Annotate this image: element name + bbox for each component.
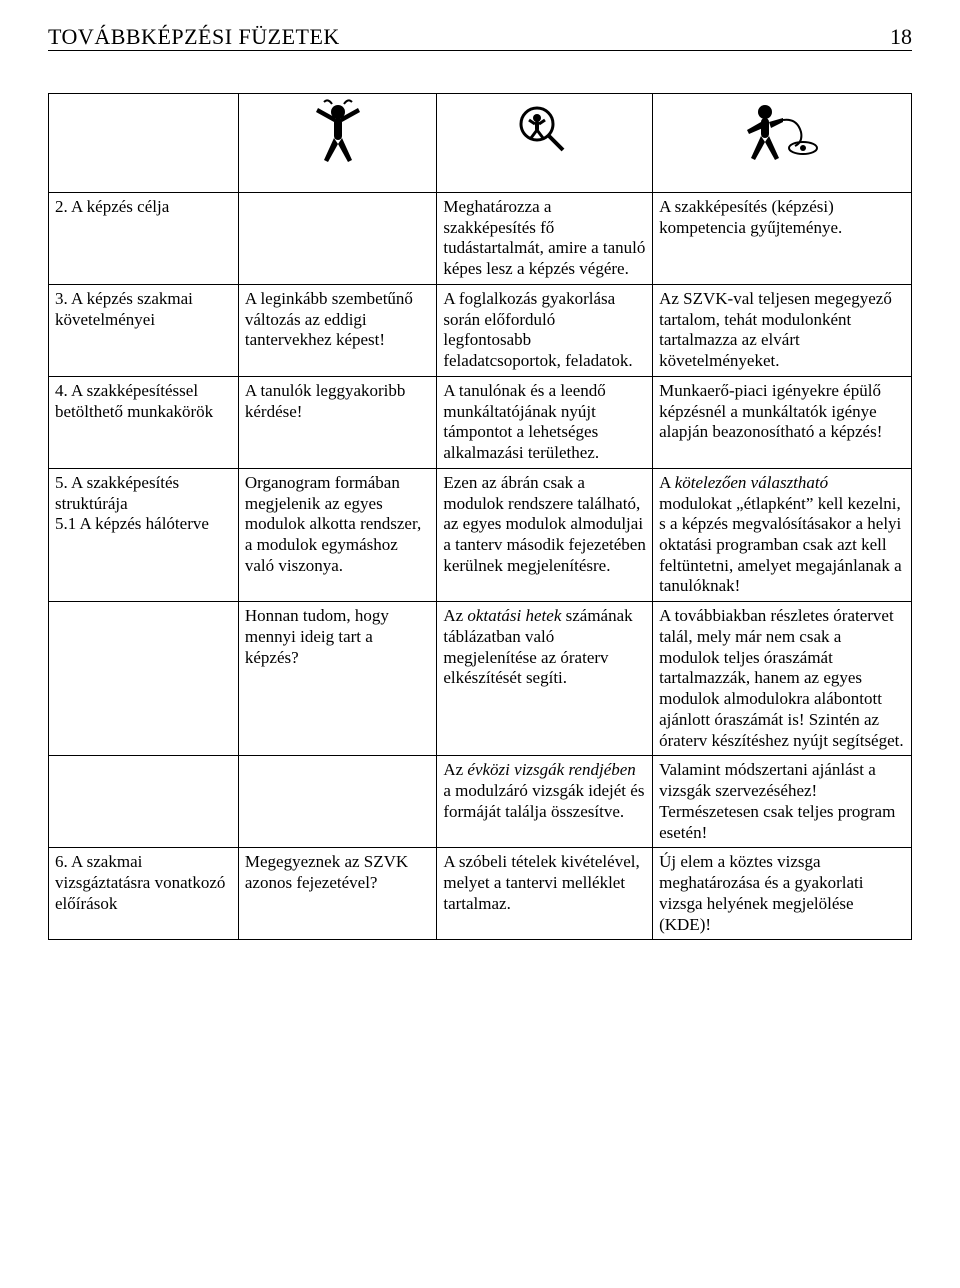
cell-note: Munkaerő-piaci igényekre épülő képzésnél… (653, 376, 912, 468)
table-row: 2. A képzés célja Meghatározza a szakkép… (49, 193, 912, 285)
cell-description: A szóbeli tételek kivételével, melyet a … (437, 848, 653, 940)
cell-description: Az évközi vizsgák rendjében a modulzáró … (437, 756, 653, 848)
cell-question: Organogram formában megjelenik az egyes … (238, 468, 436, 601)
cell-topic: 5. A szakképesítés struktúrája 5.1 A kép… (49, 468, 239, 601)
cell-description: Ezen az ábrán csak a modulok rendszere t… (437, 468, 653, 601)
cell-description: Az oktatási hetek számának táblázatban v… (437, 602, 653, 756)
cell-topic (49, 602, 239, 756)
cell-topic: 3. A képzés szakmai követelményei (49, 284, 239, 376)
cell-note: A kötelezően választható modulokat „étla… (653, 468, 912, 601)
magnifier-figure-icon (513, 98, 577, 168)
cell-question: Honnan tudom, hogy mennyi ideig tart a k… (238, 602, 436, 756)
header-page-number: 18 (890, 24, 912, 50)
page-header: TOVÁBBKÉPZÉSI FÜZETEK 18 (48, 24, 912, 51)
cell-note: Valamint módszertani ajánlást a vizsgák … (653, 756, 912, 848)
cell-question: Megegyeznek az SZVK azonos fejezetével? (238, 848, 436, 940)
cell-description: A tanulónak és a leendő munkáltatójának … (437, 376, 653, 468)
cell-note: Új elem a köztes vizsga meghatározása és… (653, 848, 912, 940)
figure-inspect-icon (310, 98, 366, 168)
table-row: Az évközi vizsgák rendjében a modulzáró … (49, 756, 912, 848)
cell-note: Az SZVK-val teljesen megegyező tartalom,… (653, 284, 912, 376)
table-row: 4. A szakképesítéssel betölthető munkakö… (49, 376, 912, 468)
table-row: 5. A szakképesítés struktúrája 5.1 A kép… (49, 468, 912, 601)
figure-cord-icon (743, 98, 821, 168)
cell-note: A továbbiakban részletes óratervet talál… (653, 602, 912, 756)
table-row: 6. A szakmai vizsgáztatásra vonatkozó el… (49, 848, 912, 940)
cell-note: A szakképesítés (képzési) kompetencia gy… (653, 193, 912, 285)
cell-topic: 4. A szakképesítéssel betölthető munkakö… (49, 376, 239, 468)
table-row: Honnan tudom, hogy mennyi ideig tart a k… (49, 602, 912, 756)
cell-question (238, 193, 436, 285)
empty-cell (49, 94, 239, 193)
table-row: 3. A képzés szakmai követelményei A legi… (49, 284, 912, 376)
icon-cell (653, 94, 912, 193)
cell-topic: 6. A szakmai vizsgáztatásra vonatkozó el… (49, 848, 239, 940)
cell-description: A foglalkozás gyakorlása során előfordul… (437, 284, 653, 376)
content-table: 2. A képzés célja Meghatározza a szakkép… (48, 93, 912, 940)
icon-cell (238, 94, 436, 193)
table-row (49, 94, 912, 193)
cell-question: A leginkább szembetűnő változás az eddig… (238, 284, 436, 376)
cell-description: Meghatározza a szakképesítés fő tudástar… (437, 193, 653, 285)
cell-topic (49, 756, 239, 848)
cell-topic: 2. A képzés célja (49, 193, 239, 285)
header-title: TOVÁBBKÉPZÉSI FÜZETEK (48, 24, 340, 50)
icon-cell (437, 94, 653, 193)
cell-question: A tanulók leggyakoribb kérdése! (238, 376, 436, 468)
cell-question (238, 756, 436, 848)
